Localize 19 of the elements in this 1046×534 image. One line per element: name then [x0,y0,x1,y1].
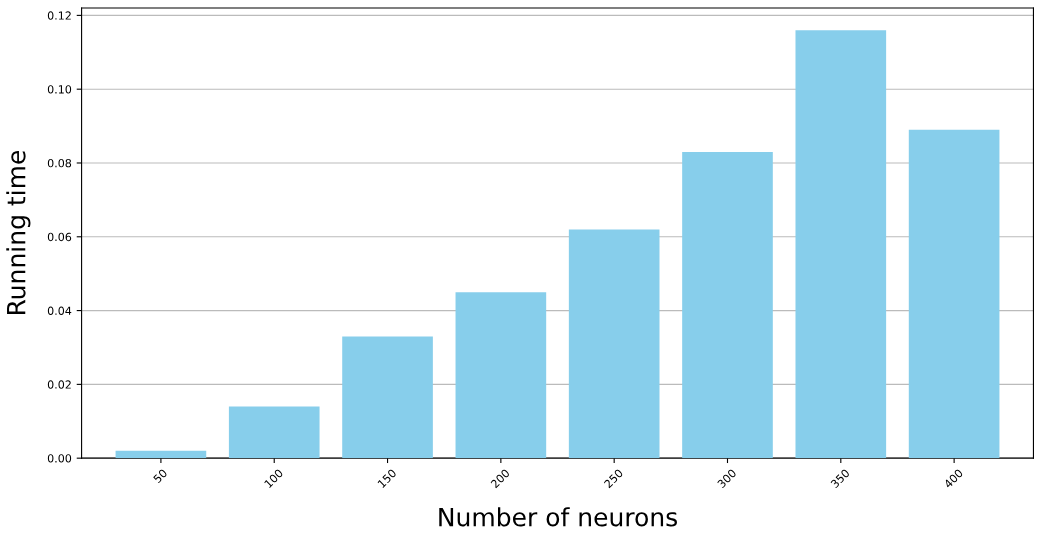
bar [115,450,207,459]
x-tick-label: 50 [152,468,168,484]
y-tick-label: 0.08 [47,158,72,168]
x-axis-title: Number of neurons [439,507,677,527]
y-tick-label: 0.06 [47,232,72,242]
bar [342,336,433,459]
bar [455,292,547,459]
x-tick-label: 400 [943,468,964,489]
bar [908,129,1000,459]
y-tick-label: 0.12 [47,11,71,20]
y-axis-title: Running time [6,150,31,315]
y-tick-label: 0.00 [47,454,72,463]
y-tick-label: 0.02 [47,380,71,389]
bar [228,406,320,459]
y-tick-label: 0.04 [47,306,72,315]
bar [795,30,887,459]
bar [682,151,773,459]
y-tick-label: 0.10 [47,85,72,94]
bar [568,229,660,459]
